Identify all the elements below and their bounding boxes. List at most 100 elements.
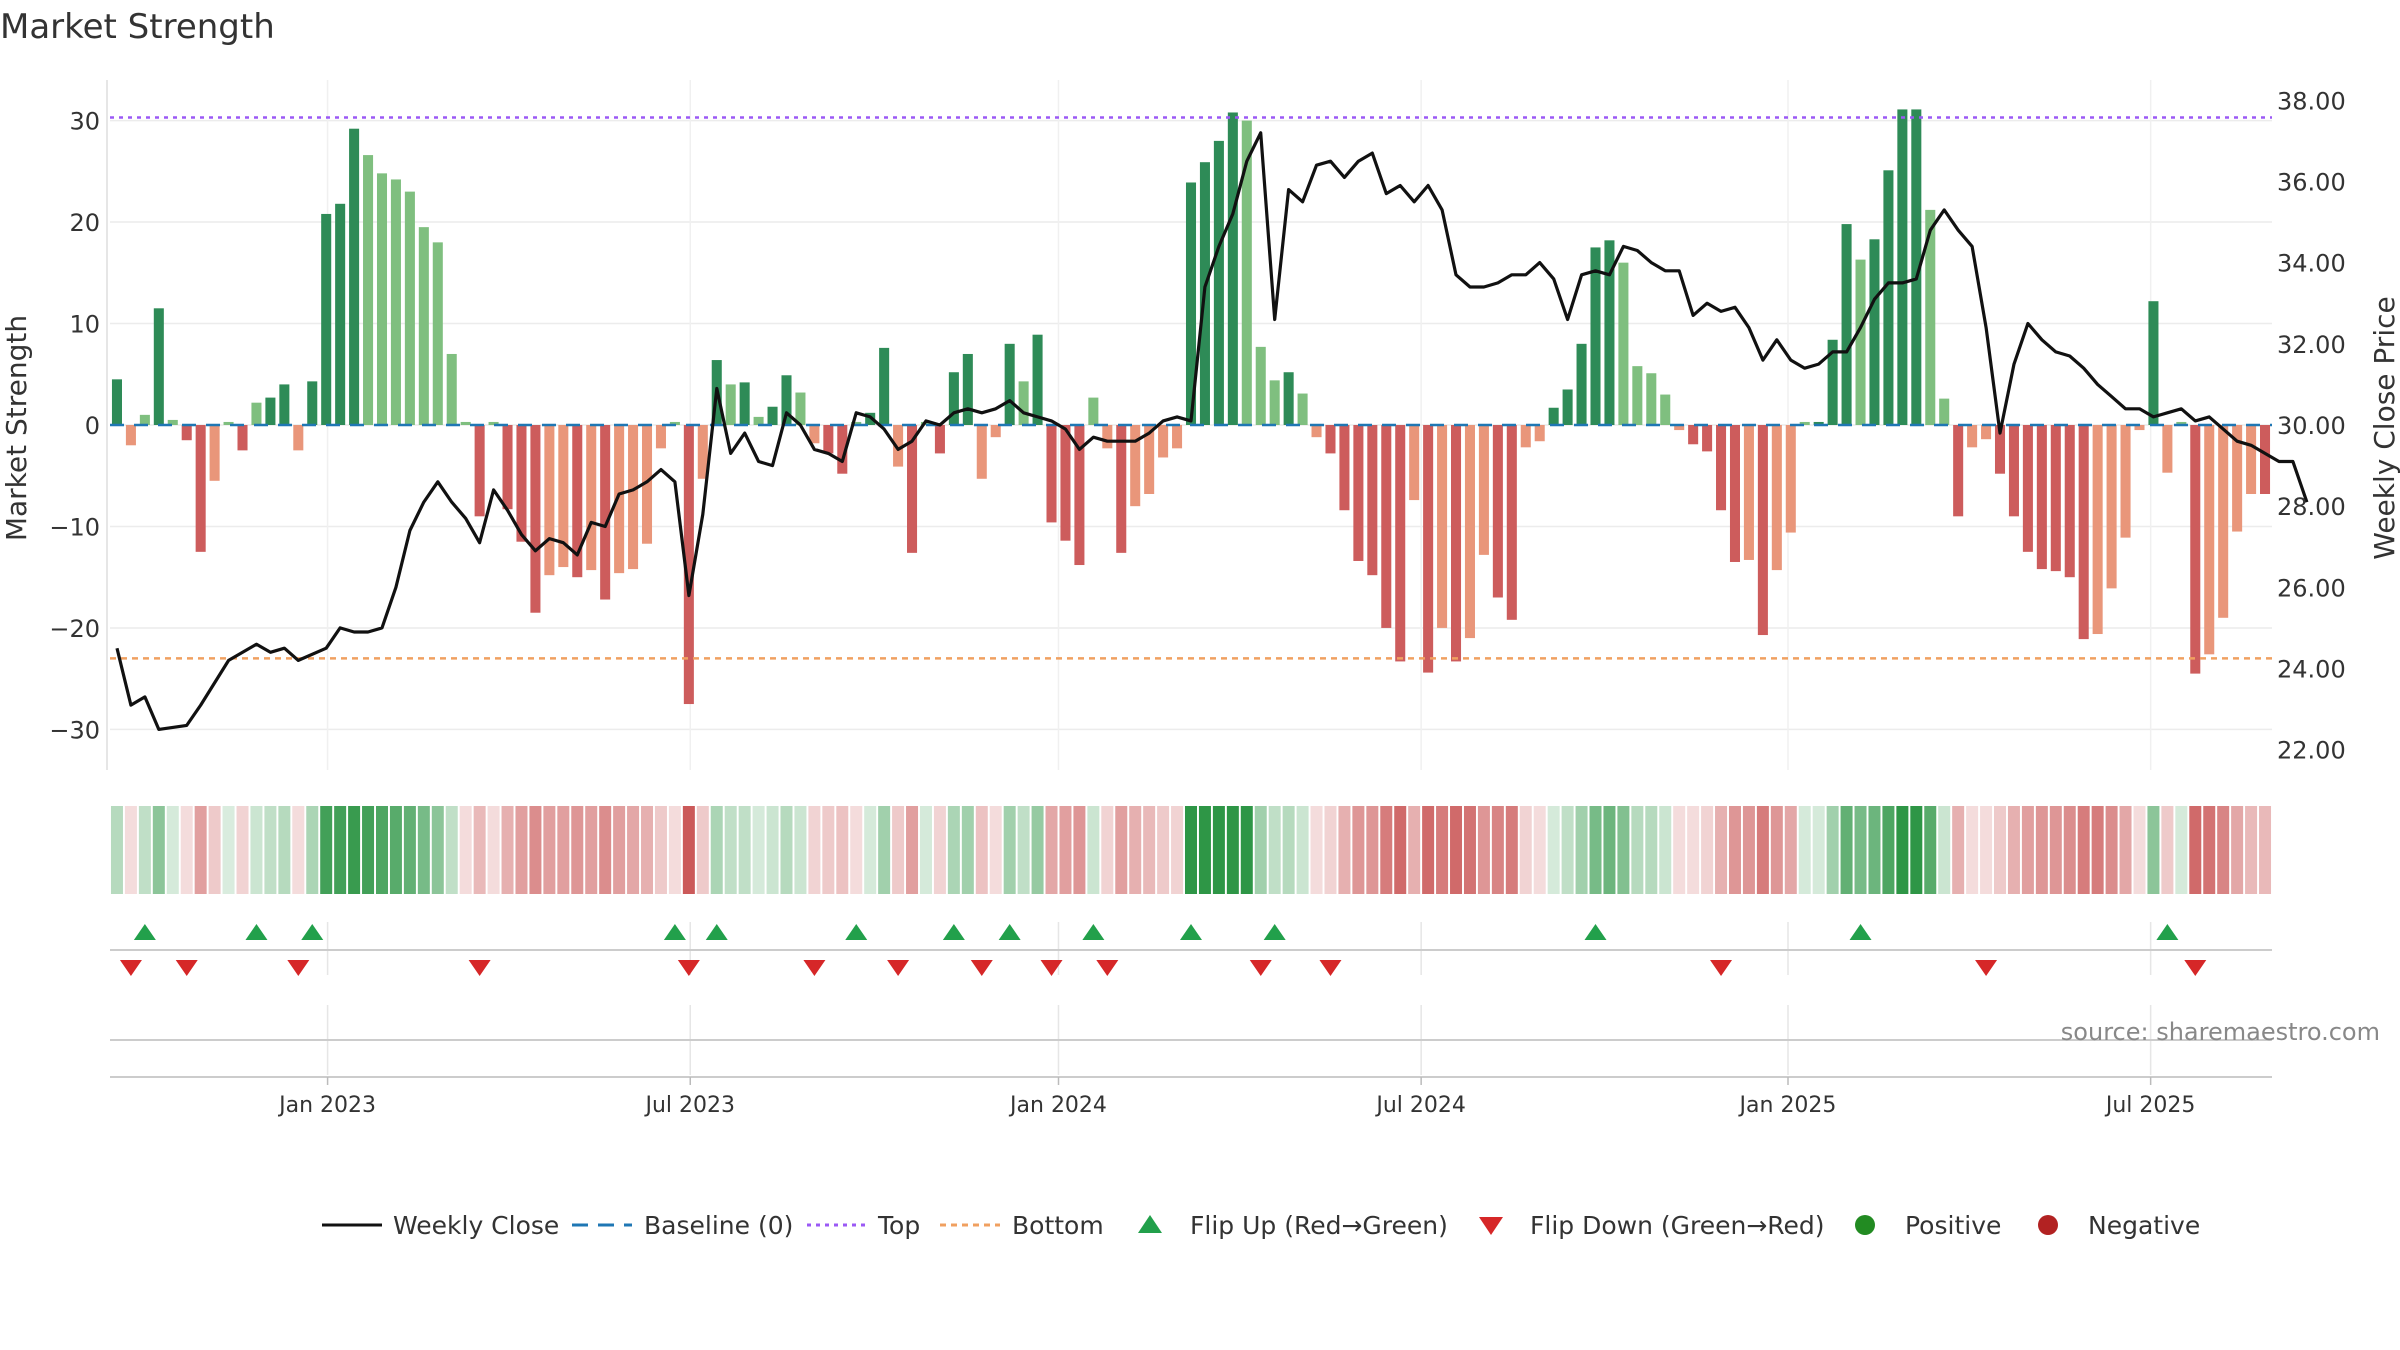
- flip-up-marker: [1180, 924, 1202, 940]
- strength-bar: [1144, 425, 1155, 494]
- heat-cell: [1645, 806, 1658, 894]
- heat-cell: [808, 806, 821, 894]
- heat-cell: [2245, 806, 2258, 894]
- heat-cell: [906, 806, 919, 894]
- strength-bar: [1799, 421, 1810, 425]
- heat-cell: [641, 806, 654, 894]
- left-tick-label: −10: [49, 513, 100, 541]
- flip-up-marker: [301, 924, 324, 940]
- strength-bar: [1060, 425, 1071, 541]
- heat-cell: [961, 806, 974, 894]
- heat-cell: [1268, 806, 1281, 894]
- left-tick-label: 10: [69, 311, 100, 339]
- strength-bar: [1660, 394, 1671, 425]
- left-tick-label: −20: [49, 615, 100, 643]
- heat-cell: [1826, 806, 1839, 894]
- strength-bar: [1994, 425, 2006, 474]
- weekly-close-series: [115, 131, 2309, 732]
- strength-bar: [1409, 425, 1420, 501]
- heat-cell: [166, 806, 179, 894]
- heat-cell: [1505, 806, 1518, 894]
- heat-cell: [1198, 806, 1211, 894]
- heat-cell: [1296, 806, 1309, 894]
- heat-cell: [2077, 806, 2090, 894]
- heat-cell: [975, 806, 988, 894]
- heat-cell: [1882, 806, 1895, 894]
- strength-bar: [139, 414, 150, 425]
- strength-bar: [1506, 425, 1517, 620]
- flip-down-marker: [970, 960, 993, 976]
- x-tick-label: Jul 2025: [2104, 1093, 2196, 1118]
- strength-bar: [1437, 425, 1448, 628]
- strength-bar: [1046, 425, 1057, 523]
- strength-bar: [1088, 397, 1099, 425]
- strength-bar: [586, 425, 597, 571]
- heat-cell: [2119, 806, 2132, 894]
- strength-bar: [153, 308, 164, 425]
- strength-bar: [641, 425, 653, 544]
- heat-cell: [794, 806, 807, 894]
- flip-down-marker: [2184, 960, 2207, 976]
- flip-up-marker: [1584, 924, 1607, 940]
- heat-cell: [1185, 806, 1197, 894]
- left-tick-label: 20: [69, 209, 100, 237]
- strength-bar: [349, 128, 360, 426]
- heat-cell: [613, 806, 626, 894]
- strength-bar: [1269, 380, 1280, 425]
- strength-bar: [446, 353, 457, 425]
- strength-bar: [1185, 182, 1197, 425]
- strength-bar: [279, 384, 290, 425]
- right-tick-label: 30.00: [2277, 412, 2346, 440]
- heat-cell: [1784, 806, 1797, 894]
- strength-bar: [2120, 425, 2131, 538]
- strength-bar: [2106, 425, 2117, 589]
- source-credit: source: sharemaestro.com: [2061, 1018, 2380, 1046]
- strength-bar: [1925, 209, 1936, 425]
- heat-cell: [836, 806, 849, 894]
- flip-down-marker: [119, 960, 142, 976]
- heat-cell: [1728, 806, 1741, 894]
- heat-cell: [1756, 806, 1769, 894]
- heat-cell: [2007, 806, 2020, 894]
- strength-bar: [1855, 259, 1866, 425]
- heat-cell: [2063, 806, 2076, 894]
- heat-cell: [1994, 806, 2007, 894]
- strength-bar: [962, 353, 973, 425]
- strength-bar: [1520, 425, 1531, 448]
- strength-bar: [655, 425, 666, 449]
- heat-cell: [1017, 806, 1030, 894]
- right-tick-label: 22.00: [2277, 737, 2346, 765]
- strength-bar: [125, 425, 136, 446]
- strength-bar: [1590, 247, 1601, 425]
- strength-bar: [1172, 425, 1183, 449]
- strength-bar: [1213, 140, 1224, 425]
- strength-bar: [2008, 425, 2019, 517]
- heat-cell: [1617, 806, 1630, 894]
- heat-cell: [1687, 806, 1700, 894]
- right-tick-label: 38.00: [2277, 87, 2346, 115]
- strength-bar: [1492, 425, 1503, 598]
- heat-cell: [1966, 806, 1979, 894]
- heat-cell: [1087, 806, 1100, 894]
- flip-up-marker: [1263, 924, 1286, 940]
- strength-bar: [1450, 425, 1462, 662]
- heat-cell: [2091, 806, 2104, 894]
- strength-bar: [363, 155, 374, 425]
- flip-down-marker: [1975, 960, 1998, 976]
- strength-bar: [1395, 425, 1406, 662]
- strength-bar: [1074, 425, 1085, 566]
- legend-label: Weekly Close: [393, 1211, 559, 1240]
- heat-cell: [1366, 806, 1379, 894]
- heat-cell: [724, 806, 737, 894]
- heat-cell: [1701, 806, 1714, 894]
- strength-bar: [1423, 425, 1434, 673]
- flip-down-marker: [803, 960, 826, 976]
- heat-cell: [1952, 806, 1965, 894]
- strength-bar: [2204, 425, 2215, 655]
- heat-cell: [417, 806, 430, 894]
- strength-bar: [851, 421, 862, 425]
- heat-cell: [2203, 806, 2216, 894]
- strength-bar: [669, 421, 680, 425]
- strength-bar: [1981, 425, 1992, 440]
- heat-cell: [1854, 806, 1867, 894]
